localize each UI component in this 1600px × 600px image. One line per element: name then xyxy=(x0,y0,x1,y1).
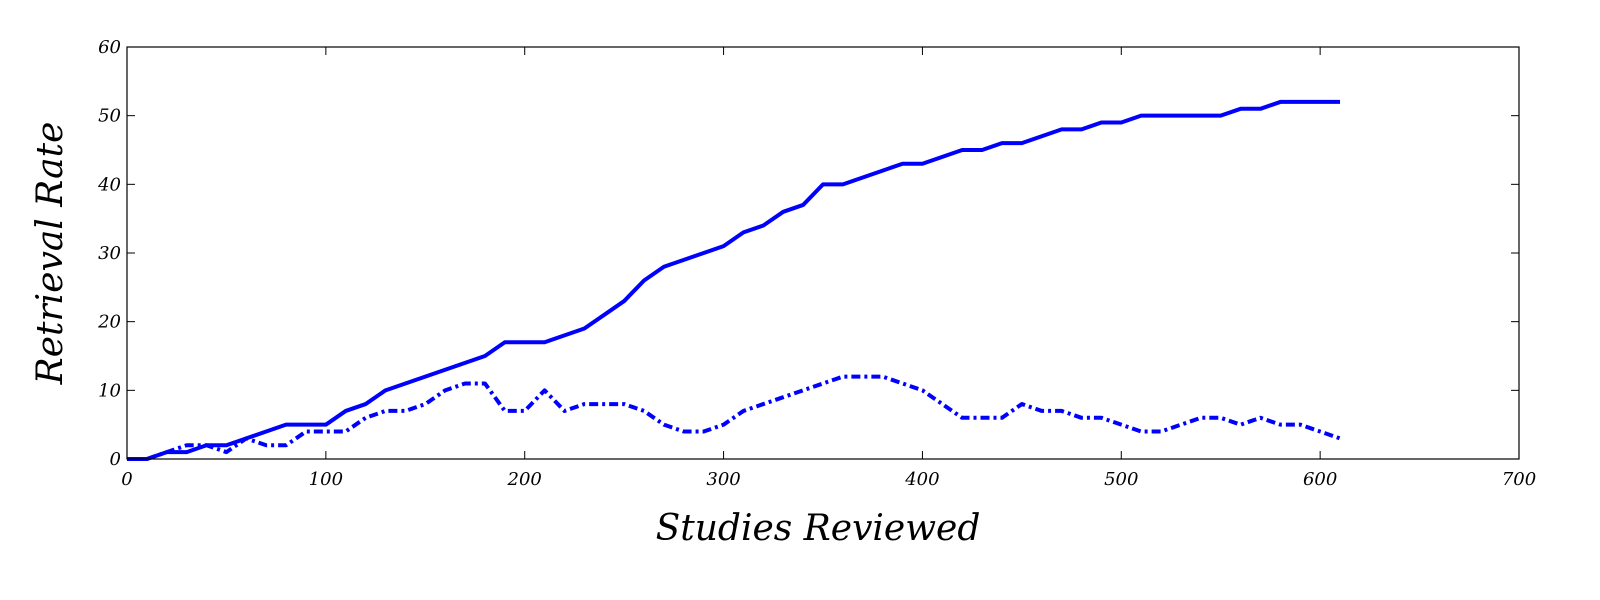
x-tick-label: 300 xyxy=(706,469,740,490)
x-tick-label: 0 xyxy=(121,469,132,490)
y-tick-label: 30 xyxy=(98,243,121,264)
x-tick-label: 200 xyxy=(507,469,542,490)
y-tick-label: 60 xyxy=(98,37,121,58)
y-axis-title: Retrieval Rate xyxy=(30,122,71,386)
tick-labels: 0 100 200 300 400 500 600 700 0 10 20 30 40 50 60 xyxy=(97,37,1536,490)
y-tick-label: 40 xyxy=(97,174,121,195)
y-tick-label: 20 xyxy=(97,312,121,333)
x-tick-label: 700 xyxy=(1502,469,1536,490)
x-tick-label: 600 xyxy=(1303,469,1337,490)
plot-frame xyxy=(126,46,1520,460)
y-tick-label: 0 xyxy=(110,449,121,470)
x-tick-label: 400 xyxy=(904,469,939,490)
x-tick-label: 500 xyxy=(1104,469,1138,490)
x-tick-label: 100 xyxy=(309,469,343,490)
y-tick-label: 10 xyxy=(98,380,121,401)
series-layer xyxy=(127,99,1341,461)
series-line-dash-dot xyxy=(127,374,1341,461)
tick-marks xyxy=(126,46,1520,460)
x-axis-title: Studies Reviewed xyxy=(656,508,981,549)
series-line-solid xyxy=(127,99,1341,461)
y-tick-label: 50 xyxy=(98,106,121,127)
